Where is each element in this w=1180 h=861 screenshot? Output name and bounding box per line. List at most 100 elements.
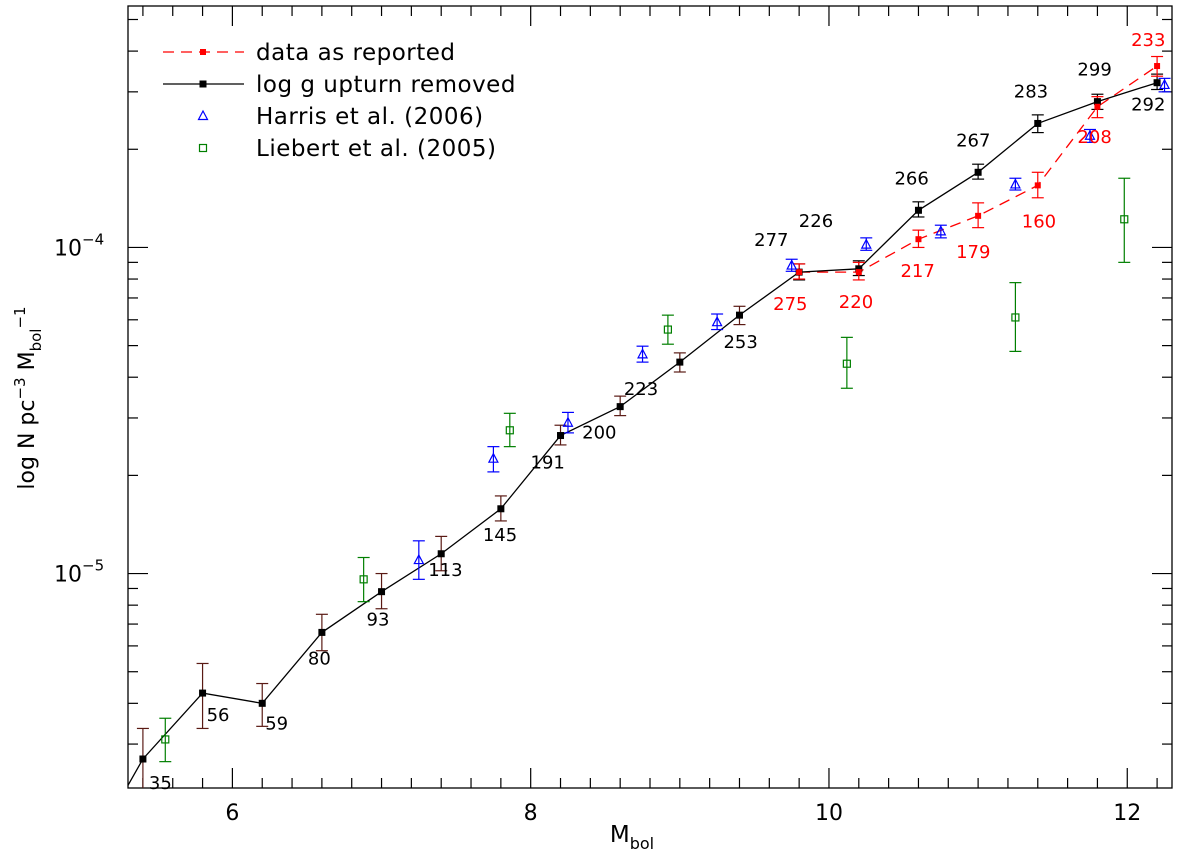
liebert-point: [359, 575, 368, 584]
removed-point: [258, 699, 266, 707]
removed-point: [1153, 79, 1161, 87]
x-tick-label: 12: [1113, 801, 1141, 826]
count-label-removed: 56: [207, 705, 230, 726]
y-tick-label: 10−4: [54, 230, 104, 261]
legend-entry-label: data as reported: [256, 40, 456, 66]
legend-marker: [198, 143, 208, 153]
legend-entry: data as reported: [163, 40, 456, 66]
harris-point: [935, 225, 947, 236]
count-label-removed: 283: [1014, 81, 1048, 102]
y-tick-label: 10−5: [54, 557, 104, 588]
x-tick-label: 6: [225, 801, 239, 826]
liebert-errorbar: [159, 717, 172, 763]
removed-point: [557, 432, 565, 440]
count-label-removed: 226: [799, 211, 833, 232]
reported-point: [1094, 103, 1101, 110]
legend-entry: Liebert et al. (2005): [198, 136, 496, 162]
harris-point: [860, 238, 872, 249]
series-removed-line: [128, 82, 1158, 786]
count-label-removed: 267: [956, 130, 990, 151]
removed-point: [437, 550, 445, 558]
removed-point: [735, 311, 743, 319]
count-label-removed: 277: [754, 230, 788, 251]
count-label-removed: 223: [624, 379, 658, 400]
count-label-reported: 275: [773, 294, 807, 315]
liebert-errorbar: [1009, 282, 1022, 352]
reported-point: [1034, 182, 1041, 189]
liebert-errorbar: [1118, 177, 1131, 263]
legend-entry-label: log g upturn removed: [256, 72, 516, 98]
liebert-errorbar: [840, 336, 853, 389]
removed-point: [676, 358, 684, 366]
harris-point: [413, 553, 425, 565]
removed-point: [1034, 119, 1042, 127]
count-label-removed: 35: [149, 773, 172, 794]
harris-point: [487, 452, 499, 463]
count-label-reported: 217: [900, 261, 934, 282]
reported-point: [975, 212, 982, 219]
legend-marker: [199, 80, 207, 88]
count-label-removed: 59: [265, 713, 288, 734]
removed-point: [616, 403, 624, 411]
liebert-point: [1011, 313, 1020, 322]
legend-entry-label: Harris et al. (2006): [256, 104, 484, 130]
removed-point: [1093, 98, 1101, 106]
count-label-removed: 113: [428, 560, 462, 581]
reported-point: [1154, 63, 1161, 70]
count-label-removed: 145: [483, 525, 517, 546]
liebert-errorbar: [661, 314, 674, 345]
count-label-reported: 233: [1131, 30, 1165, 51]
reported-point: [915, 236, 922, 243]
liebert-point: [1120, 215, 1129, 224]
legend: data as reported log g upturn removed Harr…: [163, 40, 516, 162]
removed-point: [974, 168, 982, 176]
liebert-point: [842, 359, 851, 368]
reported-point: [855, 269, 862, 276]
removed-point: [378, 588, 386, 596]
count-label-removed: 93: [367, 610, 390, 631]
harris-point: [1009, 178, 1021, 189]
legend-entry-label: Liebert et al. (2005): [256, 136, 496, 162]
removed-point: [914, 206, 922, 214]
count-label-reported: 160: [1022, 211, 1056, 232]
axis-tick-labels: 6 8 10 12 10−5 10−4: [54, 230, 1141, 826]
removed-point: [318, 628, 326, 636]
liebert-point: [161, 735, 170, 744]
legend-marker: [197, 109, 209, 121]
harris-point: [1084, 129, 1096, 140]
count-label-reported: 208: [1077, 127, 1111, 148]
count-label-removed: 80: [308, 648, 331, 669]
liebert-errorbar: [357, 556, 370, 603]
count-label-reported: 220: [839, 292, 873, 313]
x-axis-label: Mbol: [610, 822, 654, 853]
data-marks: [128, 55, 1171, 788]
removed-point: [199, 689, 207, 697]
harris-point: [637, 348, 649, 359]
removed-point: [497, 505, 505, 513]
x-tick-label: 8: [524, 801, 538, 826]
x-tick-label: 10: [815, 801, 843, 826]
legend-marker: [200, 49, 206, 55]
removed-errorbar: [136, 727, 149, 788]
removed-point: [855, 265, 863, 273]
harris-point: [1159, 78, 1171, 90]
legend-entry: Harris et al. (2006): [197, 104, 484, 130]
removed-point: [139, 755, 147, 763]
axis-ticks: [128, 6, 1172, 788]
liebert-point: [663, 325, 672, 334]
liebert-errorbar: [503, 412, 516, 448]
harris-point: [711, 315, 723, 327]
harris-errorbar: [412, 540, 425, 580]
harris-point: [786, 259, 798, 270]
count-label-removed: 191: [531, 453, 565, 474]
reported-point: [796, 269, 803, 276]
count-label-removed: 292: [1131, 95, 1165, 116]
legend-entry: log g upturn removed: [163, 72, 516, 98]
count-label-removed: 253: [723, 332, 757, 353]
count-label-removed: 299: [1077, 60, 1111, 81]
liebert-point: [505, 426, 514, 435]
harris-point: [562, 416, 574, 427]
harris-errorbar: [487, 446, 500, 473]
y-axis-label: log N pc−3 Mbol−1: [11, 306, 45, 489]
